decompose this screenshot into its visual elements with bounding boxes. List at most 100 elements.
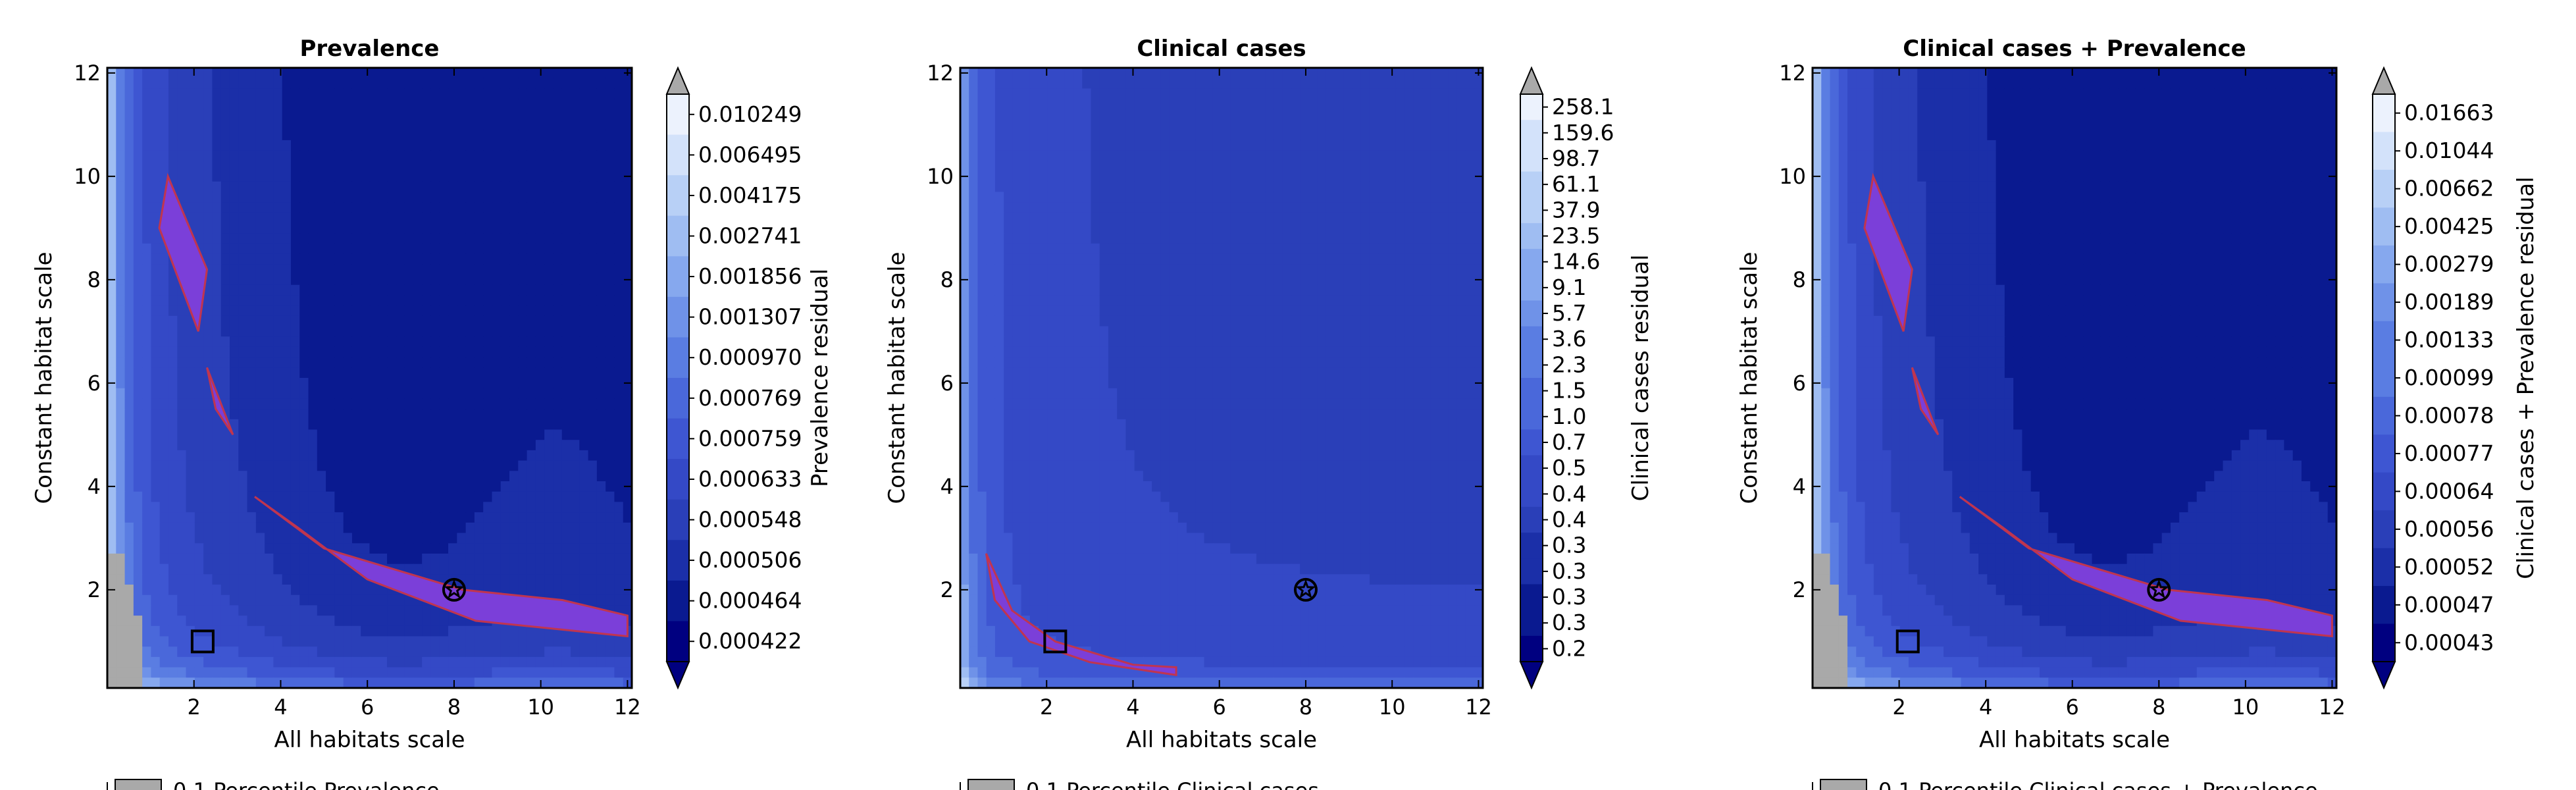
contour-cell	[605, 409, 615, 420]
contour-cell	[492, 315, 502, 327]
contour-cell	[177, 119, 187, 130]
contour-cell	[1387, 130, 1397, 141]
contour-cell	[124, 585, 134, 596]
contour-cell	[1160, 192, 1170, 203]
contour-cell	[535, 192, 545, 203]
contour-cell	[247, 275, 257, 286]
contour-cell	[396, 594, 405, 606]
contour-cell	[177, 295, 187, 306]
contour-cell	[326, 636, 336, 647]
contour-cell	[1256, 212, 1266, 224]
contour-cell	[430, 233, 440, 244]
contour-cell	[238, 419, 248, 431]
contour-cell	[977, 212, 987, 224]
contour-cell	[465, 656, 475, 668]
contour-cell	[483, 212, 493, 224]
contour-cell	[142, 409, 152, 420]
contour-cell	[1117, 264, 1127, 275]
contour-cell	[605, 585, 615, 596]
contour-cell	[387, 264, 397, 275]
contour-cell	[361, 171, 371, 182]
contour-cell	[343, 533, 353, 544]
contour-cell	[1152, 243, 1162, 255]
contour-cell	[571, 88, 580, 99]
contour-cell	[1039, 233, 1048, 244]
contour-cell	[290, 481, 301, 492]
contour-cell	[509, 140, 519, 151]
contour-cell	[535, 378, 545, 389]
contour-cell	[1430, 275, 1440, 286]
contour-cell	[334, 564, 344, 575]
contour-cell	[361, 398, 371, 409]
contour-cell	[212, 264, 222, 275]
contour-cell	[1378, 99, 1388, 110]
contour-cell	[194, 667, 204, 679]
x-tick-label: 2	[188, 695, 201, 720]
contour-cell	[413, 181, 423, 193]
contour-cell	[334, 605, 344, 616]
contour-cell	[527, 140, 536, 151]
contour-cell	[1422, 88, 1431, 99]
contour-cell	[186, 336, 195, 348]
contour-cell	[465, 130, 475, 141]
contour-cell	[1029, 233, 1039, 244]
contour-cell	[220, 625, 230, 637]
contour-cell	[588, 202, 598, 213]
contour-cell	[588, 284, 598, 296]
contour-cell	[1378, 253, 1388, 265]
contour-cell	[605, 378, 615, 389]
contour-cell	[1256, 109, 1266, 120]
contour-cell	[116, 553, 126, 565]
contour-cell	[588, 450, 598, 461]
contour-cell	[265, 253, 274, 265]
contour-cell	[265, 574, 274, 585]
contour-cell	[212, 346, 222, 358]
contour-cell	[255, 409, 265, 420]
contour-cell	[133, 471, 143, 482]
contour-cell	[994, 140, 1004, 151]
contour-cell	[308, 130, 318, 141]
contour-cell	[186, 130, 195, 141]
contour-cell	[605, 533, 615, 544]
contour-cell	[1239, 253, 1249, 265]
contour-cell	[527, 305, 536, 317]
contour-cell	[960, 243, 970, 255]
contour-cell	[1212, 99, 1222, 110]
contour-cell	[544, 99, 554, 110]
contour-cell	[596, 295, 606, 306]
contour-cell	[544, 78, 554, 90]
contour-cell	[151, 336, 161, 348]
contour-cell	[186, 594, 195, 606]
contour-cell	[265, 223, 274, 234]
contour-cell	[465, 150, 475, 162]
contour-cell	[299, 171, 309, 182]
contour-cell	[448, 275, 458, 286]
contour-cell	[527, 481, 536, 492]
contour-cell	[448, 119, 458, 130]
contour-cell	[107, 502, 117, 513]
contour-cell	[623, 99, 632, 110]
contour-cell	[518, 522, 528, 534]
contour-cell	[299, 564, 309, 575]
contour-cell	[343, 181, 353, 193]
contour-cell	[1082, 130, 1092, 141]
contour-cell	[960, 284, 970, 296]
contour-cell	[1169, 223, 1179, 234]
contour-cell	[527, 212, 536, 224]
contour-cell	[404, 109, 414, 120]
contour-cell	[317, 388, 326, 400]
contour-cell	[465, 78, 475, 90]
contour-cell	[238, 68, 248, 79]
contour-cell	[177, 130, 187, 141]
contour-cell	[994, 130, 1004, 141]
contour-cell	[1308, 181, 1318, 193]
contour-cell	[527, 409, 536, 420]
contour-cell	[1177, 140, 1187, 151]
contour-cell	[1274, 181, 1283, 193]
contour-cell	[247, 264, 257, 275]
contour-cell	[1300, 68, 1310, 79]
contour-cell	[361, 233, 371, 244]
contour-cell	[553, 636, 563, 647]
contour-cell	[977, 109, 987, 120]
contour-cell	[588, 419, 598, 431]
